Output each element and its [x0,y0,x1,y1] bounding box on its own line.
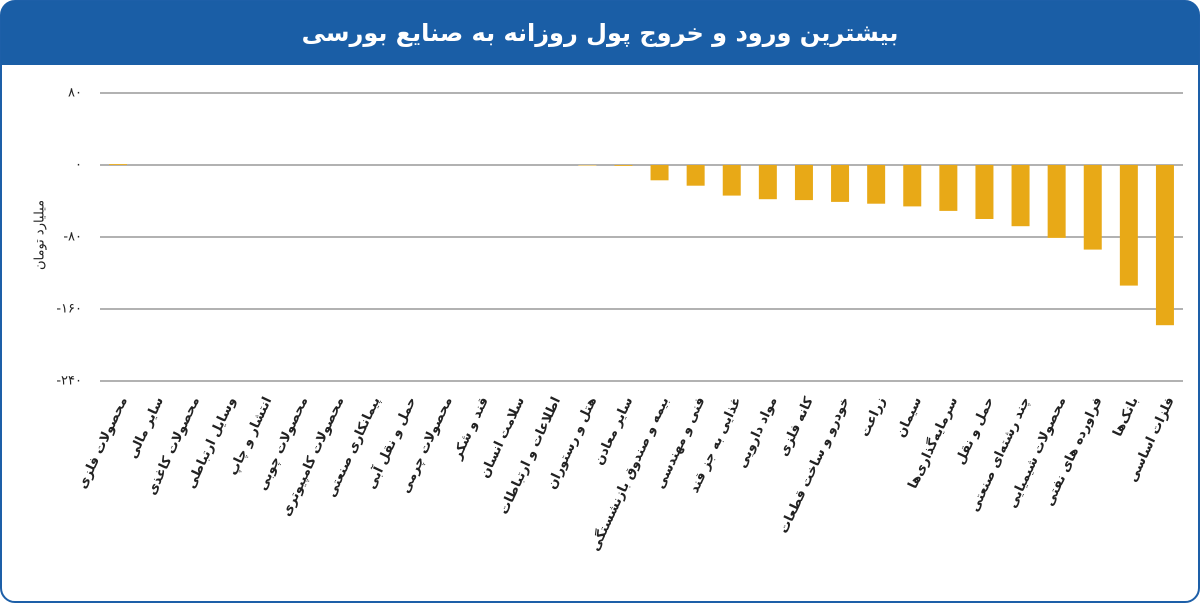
bar [975,165,993,219]
bar [759,165,777,199]
y-tick-label: -۲۴۰ [56,374,82,389]
bar [614,165,632,166]
bar [1084,165,1102,250]
bar [687,165,705,186]
bar [1156,165,1174,325]
bar [867,165,885,204]
bar [1120,165,1138,286]
bar [723,165,741,196]
y-tick-label: -۱۶۰ [56,302,82,317]
bar [1012,165,1030,226]
bar [1048,165,1066,238]
bar [795,165,813,200]
y-tick-label: ۰ [75,158,82,173]
bar [651,165,669,180]
bar [903,165,921,206]
y-tick-label: ۸۰ [68,86,82,101]
bar [831,165,849,202]
bar [109,164,127,165]
bar [939,165,957,211]
y-tick-label: -۸۰ [63,230,82,245]
y-axis-label: میلیارد تومان [33,200,48,270]
chart-title: بیشترین ورود و خروج پول روزانه به صنایع … [302,19,899,47]
